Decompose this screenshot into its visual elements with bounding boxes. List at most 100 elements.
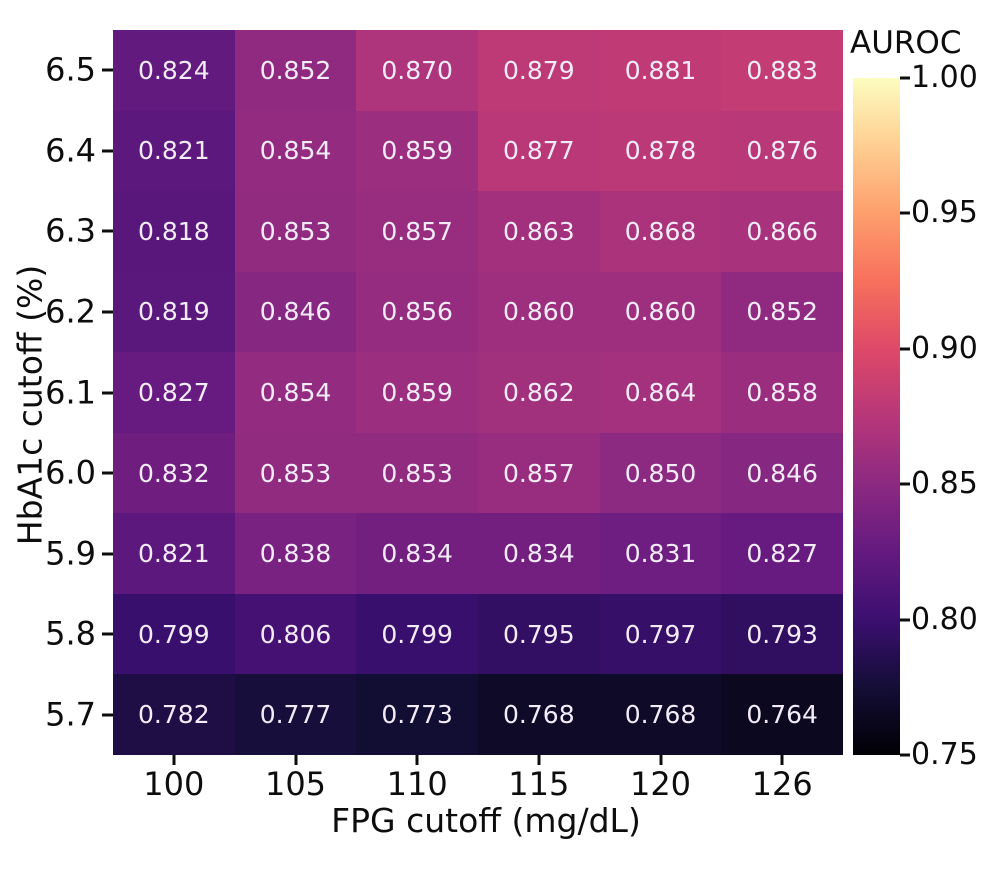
heatmap-cell: 0.846 xyxy=(721,432,843,514)
cell-value: 0.850 xyxy=(624,458,697,488)
cell-value: 0.827 xyxy=(138,377,210,407)
y-tick-label: 6.2 xyxy=(45,292,96,331)
cell-value: 0.859 xyxy=(381,377,453,407)
heatmap-cell: 0.782 xyxy=(113,674,235,755)
cell-value: 0.827 xyxy=(746,539,818,569)
y-tick-mark xyxy=(102,552,113,556)
cell-value: 0.831 xyxy=(624,539,697,569)
cell-value: 0.782 xyxy=(138,700,210,730)
heatmap-cell: 0.878 xyxy=(599,110,722,192)
y-tick-label: 6.1 xyxy=(45,372,96,411)
cell-value: 0.824 xyxy=(138,55,210,85)
heatmap-cell: 0.834 xyxy=(477,513,600,594)
heatmap-cell: 0.768 xyxy=(599,674,722,755)
heatmap-cell: 0.773 xyxy=(356,674,478,755)
heatmap-cell: 0.857 xyxy=(477,432,600,514)
cell-value: 0.838 xyxy=(259,539,332,569)
heatmap-cell: 0.799 xyxy=(356,593,478,675)
heatmap-cell: 0.777 xyxy=(234,674,357,755)
heatmap-cell: 0.879 xyxy=(477,30,600,111)
heatmap-cell: 0.818 xyxy=(113,191,235,272)
heatmap-cell: 0.799 xyxy=(113,593,235,675)
colorbar-tick-mark xyxy=(900,618,910,622)
cell-value: 0.860 xyxy=(624,297,697,327)
cell-value: 0.799 xyxy=(138,619,210,649)
cell-value: 0.870 xyxy=(381,55,453,85)
heatmap-cell: 0.863 xyxy=(477,191,600,272)
cell-value: 0.834 xyxy=(381,539,453,569)
colorbar-gradient xyxy=(853,78,900,755)
heatmap-cell: 0.806 xyxy=(234,593,357,675)
y-tick-label: 6.5 xyxy=(45,50,96,89)
colorbar-tick-label: 0.75 xyxy=(911,737,978,772)
heatmap-cell: 0.876 xyxy=(721,110,843,192)
y-tick-mark xyxy=(102,471,113,475)
x-tick-label: 126 xyxy=(751,765,813,803)
heatmap-cell: 0.821 xyxy=(113,110,235,192)
x-tick-mark xyxy=(415,755,419,765)
cell-value: 0.857 xyxy=(381,216,453,246)
cell-value: 0.862 xyxy=(503,377,575,407)
heatmap-cell: 0.852 xyxy=(234,30,357,111)
y-tick-mark xyxy=(102,310,113,314)
heatmap-cell: 0.853 xyxy=(234,191,357,272)
y-tick-label: 5.7 xyxy=(45,695,96,734)
cell-value: 0.858 xyxy=(746,377,818,407)
cell-value: 0.834 xyxy=(503,539,575,569)
colorbar-tick-mark xyxy=(900,482,910,486)
x-tick-mark xyxy=(294,755,297,765)
heatmap-cell: 0.857 xyxy=(356,191,478,272)
colorbar-tick-label: 0.95 xyxy=(911,195,978,231)
heatmap-cell: 0.859 xyxy=(356,110,478,192)
cell-value: 0.863 xyxy=(503,216,575,246)
colorbar-tick-mark xyxy=(900,211,910,215)
cell-value: 0.857 xyxy=(503,458,575,488)
cell-value: 0.879 xyxy=(503,55,575,85)
y-tick-mark xyxy=(102,68,113,72)
x-axis-label: FPG cutoff (mg/dL) xyxy=(331,801,641,840)
heatmap-cell: 0.797 xyxy=(599,593,722,675)
cell-value: 0.860 xyxy=(503,297,575,327)
colorbar-tick-label: 0.90 xyxy=(911,330,978,366)
y-tick-mark xyxy=(102,391,113,394)
heatmap-cell: 0.854 xyxy=(234,110,357,192)
y-tick-label: 6.4 xyxy=(45,131,96,170)
cell-value: 0.768 xyxy=(624,700,697,730)
heatmap-cell: 0.838 xyxy=(234,513,357,594)
cell-value: 0.764 xyxy=(746,700,818,730)
cell-value: 0.821 xyxy=(138,539,210,569)
y-tick-label: 6.3 xyxy=(45,211,96,250)
colorbar-tick-mark xyxy=(900,347,910,351)
x-tick-label: 100 xyxy=(143,765,205,803)
colorbar-tick-mark xyxy=(900,76,910,80)
cell-value: 0.846 xyxy=(259,297,332,327)
cell-value: 0.868 xyxy=(624,216,697,246)
heatmap-cell: 0.877 xyxy=(477,110,600,192)
cell-value: 0.878 xyxy=(624,136,697,166)
heatmap-cell: 0.846 xyxy=(234,271,357,353)
cell-value: 0.818 xyxy=(138,216,210,246)
cell-value: 0.853 xyxy=(381,458,453,488)
cell-value: 0.864 xyxy=(624,377,697,407)
heatmap-cell: 0.827 xyxy=(721,513,843,594)
heatmap-cell: 0.819 xyxy=(113,271,235,353)
heatmap-cell: 0.866 xyxy=(721,191,843,272)
heatmap-cell: 0.834 xyxy=(356,513,478,594)
cell-value: 0.806 xyxy=(259,619,332,649)
cell-value: 0.773 xyxy=(381,700,453,730)
cell-value: 0.854 xyxy=(259,377,332,407)
y-tick-mark xyxy=(102,713,113,717)
cell-value: 0.877 xyxy=(503,136,575,166)
heatmap-cell: 0.827 xyxy=(113,352,235,433)
cell-value: 0.852 xyxy=(259,55,332,85)
cell-value: 0.797 xyxy=(624,619,697,649)
cell-value: 0.821 xyxy=(138,136,210,166)
heatmap-cell: 0.858 xyxy=(721,352,843,433)
x-tick-label: 110 xyxy=(386,765,448,803)
heatmap-cell: 0.821 xyxy=(113,513,235,594)
heatmap-cell: 0.883 xyxy=(721,30,843,111)
colorbar-tick-mark xyxy=(900,753,910,757)
heatmap-cell: 0.850 xyxy=(599,432,722,514)
heatmap-cell: 0.832 xyxy=(113,432,235,514)
